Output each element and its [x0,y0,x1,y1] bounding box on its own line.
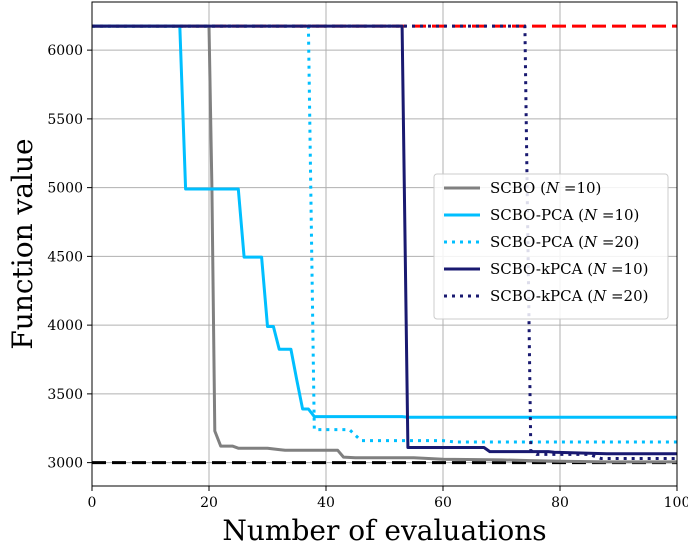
x-tick-label: 60 [434,495,452,511]
x-tick-label: 0 [88,495,97,511]
x-tick-label: 20 [200,495,218,511]
y-tick-label: 4000 [47,318,83,334]
legend-label: SCBO-PCA (N =10) [490,206,639,224]
y-axis-label: Function value [6,138,39,349]
y-tick-label: 5000 [47,181,83,197]
legend-label: SCBO-kPCA (N =20) [490,287,649,305]
y-tick-label: 6000 [47,43,83,59]
y-tick-label: 4500 [47,249,83,265]
x-axis-label: Number of evaluations [222,514,546,547]
series-line-3 [92,24,677,444]
legend-label: SCBO-PCA (N =20) [490,233,639,251]
legend: SCBO (N =10) SCBO-PCA (N =10) SCBO-PCA (N … [433,173,669,320]
x-tick-label: 80 [551,495,569,511]
x-tick-label: 100 [664,495,688,511]
series-line-4 [92,24,677,456]
series-line-2 [92,24,677,419]
y-tick-label: 3500 [47,387,83,403]
plot-frame [91,1,678,487]
series-lines [92,24,677,464]
legend-label: SCBO (N =10) [490,179,601,197]
series-line-1 [92,24,677,464]
y-tick-label: 3000 [47,456,83,472]
legend-label: SCBO-kPCA (N =10) [490,260,649,278]
x-tick-label: 40 [317,495,335,511]
legend-box [433,173,669,320]
series-line-5 [92,24,677,460]
y-tick-label: 5500 [47,112,83,128]
ticks: 0 20 40 60 80 100 3000 3500 4000 4500 5000 5500 6000 [47,43,688,511]
